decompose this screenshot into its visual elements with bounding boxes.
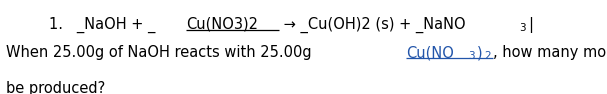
Text: When 25.00g of NaOH reacts with 25.00g: When 25.00g of NaOH reacts with 25.00g: [6, 45, 316, 60]
Text: 3: 3: [520, 23, 526, 33]
Text: Cu(NO: Cu(NO: [407, 45, 454, 60]
Text: |: |: [528, 17, 533, 33]
Text: → _Cu(OH)2 (s) + _NaNO: → _Cu(OH)2 (s) + _NaNO: [279, 17, 466, 33]
Text: 3: 3: [468, 51, 475, 61]
Text: 1.   _NaOH + _: 1. _NaOH + _: [49, 17, 155, 33]
Text: ): ): [476, 45, 483, 60]
Text: be produced?: be produced?: [6, 81, 106, 94]
Text: 2: 2: [484, 51, 490, 61]
Text: , how many moles of copper (II) hydroxide will: , how many moles of copper (II) hydroxid…: [492, 45, 607, 60]
Text: Cu(NO3)2: Cu(NO3)2: [186, 17, 258, 32]
